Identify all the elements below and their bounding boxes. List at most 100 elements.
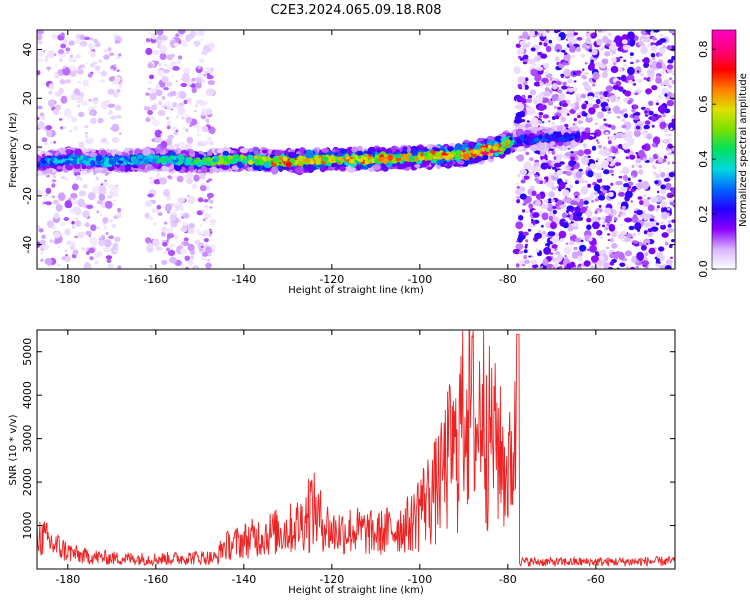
- noise-point: [638, 165, 642, 168]
- noise-point: [84, 36, 90, 40]
- noise-point: [528, 223, 534, 229]
- noise-point: [656, 153, 660, 157]
- noise-point: [71, 116, 78, 123]
- noise-point: [38, 50, 44, 58]
- noise-point: [149, 265, 153, 268]
- ridge-point: [494, 152, 500, 157]
- noise-point: [545, 30, 550, 33]
- noise-point: [51, 33, 58, 40]
- noise-point: [85, 132, 88, 135]
- noise-point: [668, 171, 675, 178]
- noise-point: [517, 76, 526, 84]
- ridge-point: [546, 144, 552, 149]
- ridge-point: [281, 150, 286, 154]
- noise-point: [175, 129, 179, 133]
- noise-point: [166, 54, 173, 61]
- noise-point: [649, 217, 655, 222]
- noise-point: [525, 239, 529, 243]
- noise-point: [587, 113, 593, 119]
- noise-point: [576, 266, 582, 269]
- noise-point: [610, 125, 616, 130]
- ridge-point: [197, 169, 202, 173]
- noise-point: [635, 265, 639, 269]
- noise-point: [99, 237, 103, 240]
- noise-point: [205, 184, 210, 187]
- noise-point: [113, 215, 119, 220]
- noise-point: [633, 214, 638, 219]
- noise-point: [607, 239, 611, 242]
- noise-point: [605, 105, 610, 110]
- noise-point: [632, 242, 635, 245]
- noise-point: [663, 155, 668, 159]
- noise-point: [531, 170, 536, 175]
- noise-point: [537, 104, 546, 111]
- noise-point: [531, 109, 536, 115]
- noise-point: [184, 255, 191, 261]
- noise-point: [551, 160, 556, 165]
- ridge-point: [295, 167, 304, 174]
- noise-point: [553, 162, 562, 168]
- noise-point: [586, 196, 594, 201]
- ridge-point: [188, 149, 195, 155]
- ridge-point: [517, 146, 524, 153]
- noise-point: [608, 191, 614, 198]
- noise-point: [178, 55, 183, 60]
- ridge-point: [41, 169, 49, 175]
- noise-point: [114, 76, 121, 82]
- noise-point: [636, 78, 643, 83]
- noise-point: [519, 193, 527, 200]
- noise-point: [525, 151, 530, 156]
- noise-point: [601, 71, 608, 79]
- noise-point: [88, 98, 92, 102]
- noise-point: [609, 95, 617, 102]
- noise-point: [107, 47, 112, 52]
- noise-point: [537, 152, 541, 155]
- noise-point: [103, 226, 108, 230]
- noise-point: [647, 77, 651, 80]
- noise-point: [152, 222, 157, 226]
- noise-point: [524, 259, 530, 264]
- noise-point: [607, 124, 612, 128]
- noise-point: [610, 65, 619, 74]
- noise-point: [586, 217, 592, 223]
- noise-point: [535, 193, 542, 200]
- noise-point: [37, 105, 43, 110]
- noise-point: [513, 66, 521, 74]
- noise-point: [84, 125, 89, 129]
- noise-point: [614, 35, 622, 45]
- noise-point: [208, 197, 211, 200]
- noise-point: [185, 116, 192, 124]
- noise-point: [94, 42, 101, 48]
- noise-point: [629, 57, 633, 59]
- ridge-point: [85, 165, 92, 170]
- noise-point: [668, 84, 672, 89]
- noise-point: [543, 199, 549, 203]
- noise-point: [187, 260, 194, 266]
- noise-point: [619, 262, 626, 267]
- noise-point: [538, 112, 544, 116]
- noise-point: [587, 183, 591, 188]
- noise-point: [611, 57, 617, 63]
- noise-point: [68, 65, 77, 71]
- noise-point: [54, 75, 59, 79]
- noise-point: [534, 165, 542, 172]
- noise-point: [42, 244, 50, 251]
- noise-point: [94, 105, 98, 108]
- noise-point: [66, 114, 74, 119]
- noise-point: [613, 105, 621, 115]
- noise-point: [615, 158, 620, 163]
- noise-point: [529, 166, 536, 171]
- noise-point: [567, 113, 570, 116]
- ridge-point: [119, 164, 126, 172]
- noise-point: [640, 30, 647, 36]
- noise-point: [515, 243, 524, 250]
- noise-point: [635, 125, 641, 130]
- noise-point: [612, 61, 617, 66]
- noise-point: [104, 49, 108, 52]
- ridge-point: [302, 164, 308, 169]
- noise-point: [546, 180, 555, 188]
- noise-point: [48, 83, 55, 90]
- ridge-point: [273, 149, 283, 156]
- noise-point: [531, 117, 539, 126]
- noise-point: [187, 243, 195, 251]
